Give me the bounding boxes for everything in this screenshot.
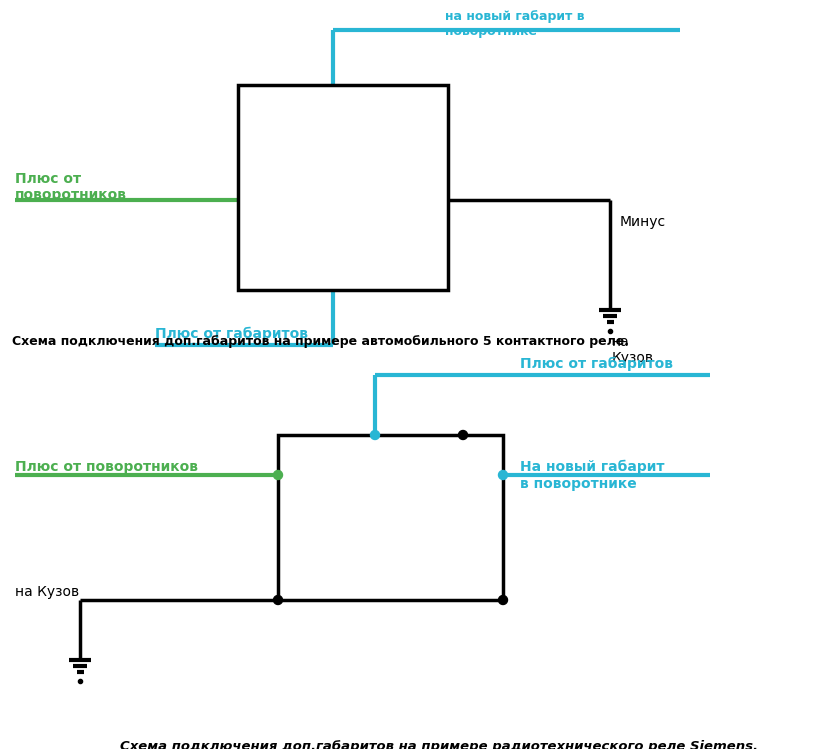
Text: Плюс от поворотников: Плюс от поворотников	[15, 460, 198, 474]
Circle shape	[458, 431, 467, 440]
Text: На новый габарит
в поворотнике: На новый габарит в поворотнике	[520, 460, 664, 491]
Text: Схема подключения доп.габаритов на примере автомобильного 5 контактного реле.: Схема подключения доп.габаритов на приме…	[12, 335, 629, 348]
Circle shape	[498, 470, 507, 479]
Text: на Кузов: на Кузов	[15, 585, 79, 599]
Circle shape	[273, 595, 282, 604]
Text: на
Кузов: на Кузов	[612, 335, 654, 366]
Text: Схема подключения доп.габаритов на примере радиотехнического реле Siemens.: Схема подключения доп.габаритов на приме…	[120, 740, 758, 749]
Circle shape	[370, 431, 379, 440]
Text: Минус: Минус	[620, 215, 666, 229]
Circle shape	[273, 470, 282, 479]
Circle shape	[498, 595, 507, 604]
Bar	[278, 435, 503, 600]
Text: на новый габарит в
поворотнике: на новый габарит в поворотнике	[445, 10, 585, 38]
Text: Плюс от
поворотников: Плюс от поворотников	[15, 172, 127, 202]
Text: Плюс от габаритов: Плюс от габаритов	[155, 327, 308, 342]
Text: Плюс от габаритов: Плюс от габаритов	[520, 357, 673, 372]
Bar	[238, 85, 448, 290]
